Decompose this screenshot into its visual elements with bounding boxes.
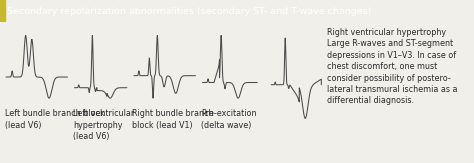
Text: Pre-excitation
(delta wave): Pre-excitation (delta wave) xyxy=(201,109,256,130)
Text: Secondary repolarization abnormalities (secondary ST- and T-wave changes): Secondary repolarization abnormalities (… xyxy=(7,7,371,16)
Bar xyxy=(0,0,5,22)
Text: Left bundle branch block
(lead V6): Left bundle branch block (lead V6) xyxy=(5,109,104,130)
Text: Right bundle branch
block (lead V1): Right bundle branch block (lead V1) xyxy=(132,109,213,130)
Text: Right ventricular hypertrophy
Large R-waves and ST-segment
depressions in V1–V3.: Right ventricular hypertrophy Large R-wa… xyxy=(327,28,457,105)
Text: Left ventricular
hypertrophy
(lead V6): Left ventricular hypertrophy (lead V6) xyxy=(73,109,134,141)
